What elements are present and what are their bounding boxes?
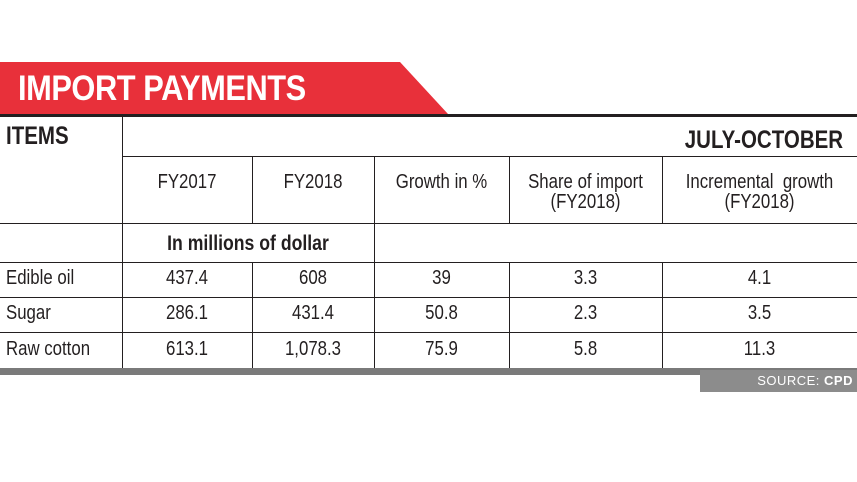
source-tag — [700, 370, 857, 392]
grid-line — [0, 262, 857, 263]
grid-line — [374, 156, 375, 368]
items-header: ITEMS — [6, 122, 69, 150]
cell-fy2017: 286.1 — [165, 302, 209, 324]
grid-line — [662, 156, 663, 223]
col-header-sublabel: (FY2018) — [724, 191, 795, 213]
grid-line — [509, 262, 510, 368]
cell-fy2017: 437.4 — [165, 267, 209, 289]
col-header-sublabel: (FY2018) — [550, 191, 621, 213]
cell-fy2018: 431.4 — [291, 302, 335, 324]
grid-line — [509, 156, 510, 223]
row-label: Edible oil — [6, 267, 75, 289]
cell-growth: 39 — [432, 267, 451, 289]
title-banner — [0, 62, 448, 114]
col-header-incremental: Incremental growth (FY2018) — [662, 172, 857, 212]
source-value: CPD — [824, 373, 853, 388]
col-header-label: FY2017 — [157, 171, 217, 193]
cell-incremental: 11.3 — [743, 338, 776, 360]
col-header-label: Growth in % — [395, 171, 488, 193]
grid-line — [0, 223, 857, 224]
grid-line — [662, 262, 663, 368]
cell-incremental: 3.5 — [747, 302, 772, 324]
source-credit: SOURCE: CPD — [757, 372, 853, 390]
col-header-label: Incremental growth — [685, 171, 834, 193]
cell-fy2017: 613.1 — [165, 338, 209, 360]
grid-line — [0, 332, 857, 333]
row-label: Raw cotton — [6, 338, 91, 360]
cell-share: 2.3 — [573, 302, 598, 324]
cell-fy2018: 608 — [298, 267, 328, 289]
col-header-label: Share of import — [528, 171, 643, 193]
header-rule — [0, 114, 857, 117]
col-header-fy2017: FY2017 — [122, 172, 252, 192]
unit-note-text: In millions of dollar — [167, 232, 329, 255]
col-header-growth: Growth in % — [374, 172, 509, 192]
unit-note: In millions of dollar — [122, 232, 374, 256]
cell-growth: 75.9 — [425, 338, 458, 360]
grid-line — [122, 156, 857, 157]
grid-line — [252, 262, 253, 368]
cell-growth: 50.8 — [425, 302, 458, 324]
cell-incremental: 4.1 — [747, 267, 772, 289]
cell-share: 3.3 — [573, 267, 598, 289]
source-label: SOURCE: — [757, 373, 820, 388]
col-header-share: Share of import (FY2018) — [509, 172, 662, 212]
row-label: Sugar — [6, 302, 51, 324]
page-title: IMPORT PAYMENTS — [18, 69, 306, 108]
period-header: JULY-OCTOBER — [684, 126, 843, 154]
grid-line — [252, 156, 253, 223]
cell-fy2018: 1,078.3 — [284, 338, 342, 360]
grid-line — [122, 117, 123, 368]
col-header-fy2018: FY2018 — [252, 172, 374, 192]
footer-rule — [0, 368, 857, 375]
grid-line — [0, 297, 857, 298]
cell-share: 5.8 — [573, 338, 598, 360]
col-header-label: FY2018 — [283, 171, 343, 193]
